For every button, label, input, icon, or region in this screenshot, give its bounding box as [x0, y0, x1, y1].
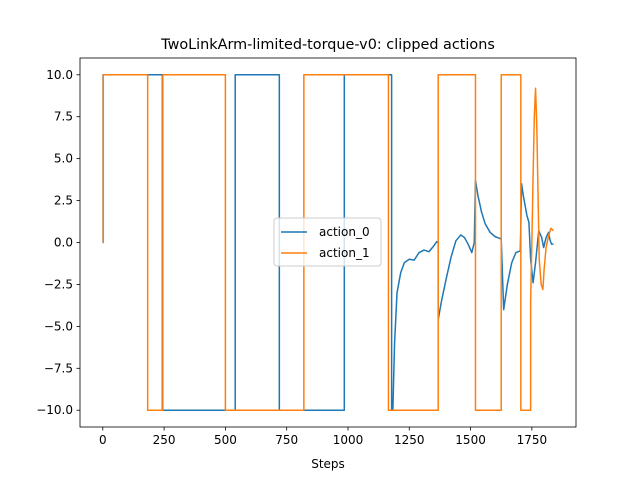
y-tick-label: −10.0	[36, 403, 73, 417]
legend: action_0 action_1	[273, 217, 382, 267]
y-tick-label: 0.0	[54, 236, 73, 250]
plot-frame	[79, 57, 577, 428]
x-tick-label: 250	[153, 433, 176, 447]
legend-label-action-1: action_1	[319, 246, 370, 260]
series-layer	[102, 74, 554, 411]
y-tick-label: 5.0	[54, 152, 73, 166]
series-line-action-0	[102, 74, 554, 411]
y-axis-ticks: −10.0 −7.5 −5.0 −2.5 0.0 2.5 5.0 7.5 10.0	[36, 68, 80, 417]
y-tick-label: −2.5	[44, 277, 73, 291]
y-tick-label: 2.5	[54, 194, 73, 208]
series-line-action-1	[102, 74, 554, 411]
x-axis-ticks: 0 250 500 750 1000 1250 1500 1750	[99, 427, 547, 447]
x-tick-label: 500	[214, 433, 237, 447]
x-tick-label: 1500	[455, 433, 486, 447]
legend-label-action-0: action_0	[319, 225, 370, 239]
y-tick-label: 10.0	[46, 68, 73, 82]
x-tick-label: 0	[99, 433, 107, 447]
x-axis-label: Steps	[311, 457, 345, 471]
y-tick-label: −5.0	[44, 319, 73, 333]
x-tick-label: 1000	[333, 433, 364, 447]
x-tick-label: 1250	[394, 433, 425, 447]
chart-title: TwoLinkArm-limited-torque-v0: clipped ac…	[160, 37, 495, 53]
legend-box	[273, 217, 382, 267]
y-tick-label: 7.5	[54, 110, 73, 124]
y-tick-label: −7.5	[44, 361, 73, 375]
x-tick-label: 750	[275, 433, 298, 447]
x-tick-label: 1750	[517, 433, 548, 447]
